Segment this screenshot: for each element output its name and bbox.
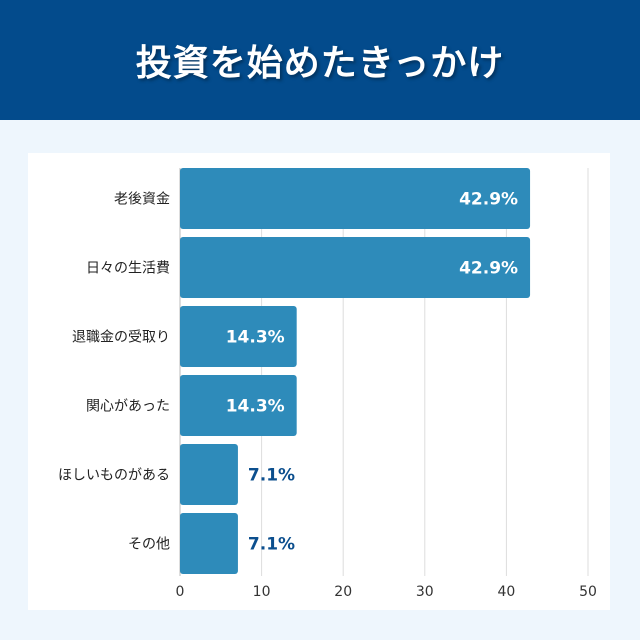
x-tick-label: 40 bbox=[497, 584, 515, 600]
data-label: 7.1% bbox=[248, 535, 295, 555]
chart-panel bbox=[28, 153, 610, 610]
category-label: 退職金の受取り bbox=[72, 330, 170, 346]
bar bbox=[180, 444, 238, 505]
x-tick-label: 30 bbox=[416, 584, 434, 600]
category-label: ほしいものがある bbox=[58, 468, 170, 484]
bar bbox=[180, 237, 531, 298]
data-label: 42.9% bbox=[459, 190, 518, 210]
category-label: 老後資金 bbox=[114, 192, 170, 208]
bar bbox=[180, 168, 531, 229]
bar bbox=[180, 375, 297, 436]
x-tick-label: 20 bbox=[334, 584, 352, 600]
data-label: 7.1% bbox=[248, 466, 295, 486]
chart-title-banner: 投資を始めたきっかけ bbox=[0, 0, 640, 120]
bar bbox=[180, 306, 297, 367]
chart-title: 投資を始めたきっかけ bbox=[135, 43, 505, 84]
x-tick-label: 10 bbox=[253, 584, 271, 600]
category-label: 日々の生活費 bbox=[86, 261, 170, 277]
data-label: 14.3% bbox=[226, 328, 285, 348]
x-tick-label: 50 bbox=[579, 584, 597, 600]
data-label: 14.3% bbox=[226, 397, 285, 417]
category-label: 関心があった bbox=[86, 399, 170, 415]
x-tick-label: 0 bbox=[176, 584, 185, 600]
category-label: その他 bbox=[128, 537, 170, 553]
data-label: 42.9% bbox=[459, 259, 518, 279]
bar bbox=[180, 513, 238, 574]
